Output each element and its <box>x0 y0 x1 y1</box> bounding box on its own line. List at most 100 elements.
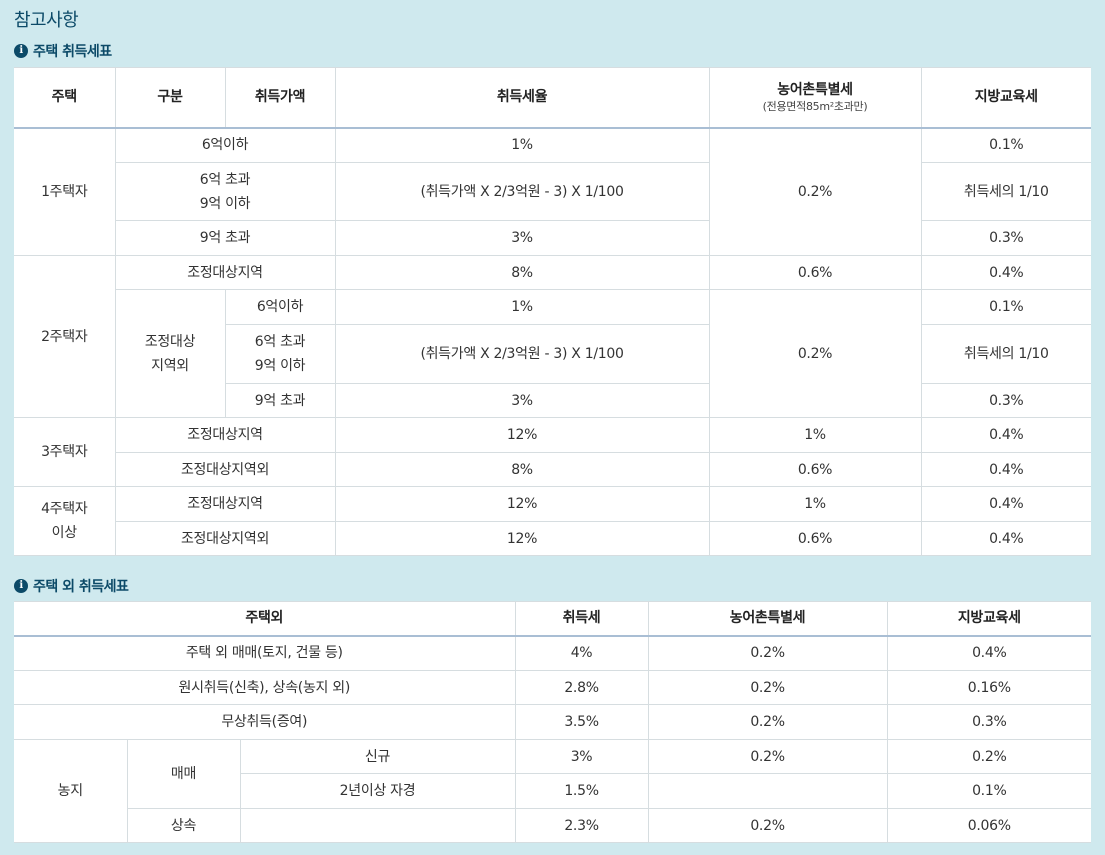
rate-cell: (취득가액 X 2/3억원 - 3) X 1/100 <box>334 162 710 221</box>
price-cell: 6억이하 <box>114 127 336 163</box>
rural-tax-cell: 0.6% <box>708 521 922 556</box>
edu-tax-cell: 0.16% <box>886 670 1092 705</box>
rate-cell: 8% <box>334 452 710 487</box>
house-count-line: 4주택자 <box>41 501 88 517</box>
category-line: 조정대상 <box>144 333 196 350</box>
edu-tax-cell: 0.4% <box>920 521 1091 556</box>
rural-tax-cell: 1% <box>708 417 922 453</box>
header-category: 구분 <box>114 67 226 129</box>
header-house: 주택 <box>14 67 116 129</box>
rural-tax-cell: 0.2% <box>647 808 888 843</box>
farmland-cell: 농지 <box>14 739 128 843</box>
farmland-inherit-sub-cell <box>239 808 516 843</box>
rural-tax-cell: 0.2% <box>708 289 922 418</box>
rate-cell: 12% <box>334 417 710 453</box>
edu-tax-cell: 0.3% <box>920 220 1091 256</box>
edu-tax-cell: 0.4% <box>920 452 1091 487</box>
edu-tax-cell: 0.3% <box>920 383 1091 418</box>
page-title: 참고사항 <box>14 10 79 31</box>
price-line: 6억 초과 <box>254 334 306 350</box>
rate-cell: 3% <box>334 383 710 418</box>
price-cell: 9억 초과 <box>225 383 336 418</box>
tax-cell: 3.5% <box>514 704 649 740</box>
rural-tax-cell: 0.6% <box>708 452 922 487</box>
rate-cell: (취득가액 X 2/3억원 - 3) X 1/100 <box>334 324 710 384</box>
type-cell: 주택 외 매매(토지, 건물 등) <box>14 635 516 671</box>
category-cell: 조정대상지역외 <box>115 521 336 556</box>
rate-cell: 3% <box>334 220 710 256</box>
rural-tax-cell: 0.2% <box>647 635 888 671</box>
price-line: 9억 이하 <box>254 358 306 374</box>
category-cell: 조정대상지역외 <box>115 452 336 487</box>
header-edu-tax: 지방교육세 <box>886 601 1092 637</box>
edu-tax-cell: 0.1% <box>920 289 1091 325</box>
rural-tax-cell: 0.2% <box>647 704 888 740</box>
price-cell: 9억 초과 <box>115 220 336 256</box>
header-rural-tax-note: (전용면적85m²초과만) <box>762 100 868 114</box>
edu-tax-cell: 0.06% <box>886 808 1092 843</box>
header-rural-tax: 농어촌특별세 (전용면적85m²초과만) <box>708 67 922 129</box>
rate-cell: 1% <box>334 289 710 325</box>
price-line: 9억 이하 <box>199 195 251 212</box>
info-icon: i <box>14 579 28 593</box>
edu-tax-cell: 0.4% <box>920 255 1091 290</box>
type-cell: 원시취득(신축), 상속(농지 외) <box>14 670 516 705</box>
edu-tax-cell: 0.2% <box>886 739 1092 774</box>
rural-tax-cell <box>647 773 888 809</box>
price-cell: 6억 초과 9억 이하 <box>115 162 336 221</box>
house-tax-table: 주택 구분 취득가액 취득세율 농어촌특별세 (전용면적85m²초과만) 지방교… <box>14 67 1091 556</box>
farmland-self-cell: 2년이상 자경 <box>240 773 516 809</box>
house-count-1: 1주택자 <box>14 127 116 256</box>
edu-tax-cell: 0.1% <box>920 127 1091 163</box>
house-count-4: 4주택자 이상 <box>14 486 116 556</box>
rural-tax-cell: 0.2% <box>708 127 922 256</box>
section-title-non-house-tax: i 주택 외 취득세표 <box>14 576 129 596</box>
rural-tax-cell: 0.2% <box>647 739 888 774</box>
edu-tax-cell: 0.3% <box>886 704 1092 740</box>
header-price: 취득가액 <box>224 67 336 129</box>
category-cell: 조정대상지역 <box>114 417 336 453</box>
rate-cell: 12% <box>334 486 710 522</box>
header-rate: 취득세율 <box>334 67 710 129</box>
non-house-tax-table: 주택외 취득세 농어촌특별세 지방교육세 주택 외 매매(토지, 건물 등) 4… <box>14 601 1092 843</box>
header-rural-tax-label: 농어촌특별세 <box>777 82 853 99</box>
tax-cell: 4% <box>514 635 649 671</box>
house-count-line: 이상 <box>51 525 77 541</box>
tax-cell: 2.3% <box>514 808 649 843</box>
header-type: 주택외 <box>14 601 516 637</box>
rural-tax-cell: 1% <box>708 486 922 522</box>
category-line: 지역외 <box>151 357 189 374</box>
price-cell: 6억이하 <box>224 289 336 325</box>
edu-tax-cell: 0.4% <box>886 635 1092 671</box>
price-cell: 6억 초과 9억 이하 <box>225 324 336 384</box>
header-edu-tax: 지방교육세 <box>920 67 1091 129</box>
category-cell: 조정대상 지역외 <box>115 289 226 418</box>
edu-tax-cell: 취득세의 1/10 <box>920 324 1091 384</box>
edu-tax-cell: 취득세의 1/10 <box>920 162 1091 221</box>
farmland-inherit-cell: 상속 <box>127 808 241 843</box>
header-rural-tax: 농어촌특별세 <box>647 601 888 637</box>
price-line: 6억 초과 <box>199 171 251 188</box>
section-title-house-tax: i 주택 취득세표 <box>14 41 112 61</box>
house-count-3: 3주택자 <box>14 417 116 487</box>
rural-tax-cell: 0.6% <box>708 255 922 290</box>
house-count-2: 2주택자 <box>14 255 116 418</box>
category-cell: 조정대상지역 <box>114 486 336 522</box>
category-cell: 조정대상지역 <box>114 255 336 290</box>
section-title-label: 주택 외 취득세표 <box>33 579 129 595</box>
header-tax: 취득세 <box>514 601 649 637</box>
farmland-new-cell: 신규 <box>239 739 516 774</box>
rural-tax-cell: 0.2% <box>647 670 888 705</box>
tax-cell: 1.5% <box>514 773 649 809</box>
rate-cell: 12% <box>334 521 710 556</box>
tax-cell: 2.8% <box>514 670 649 705</box>
type-cell: 무상취득(증여) <box>14 704 516 740</box>
edu-tax-cell: 0.4% <box>920 486 1091 522</box>
info-icon: i <box>14 44 28 58</box>
edu-tax-cell: 0.1% <box>886 773 1092 809</box>
tax-cell: 3% <box>514 739 649 774</box>
edu-tax-cell: 0.4% <box>920 417 1091 453</box>
farmland-sale-cell: 매매 <box>126 739 241 809</box>
section-title-label: 주택 취득세표 <box>33 44 112 60</box>
rate-cell: 8% <box>334 255 710 290</box>
